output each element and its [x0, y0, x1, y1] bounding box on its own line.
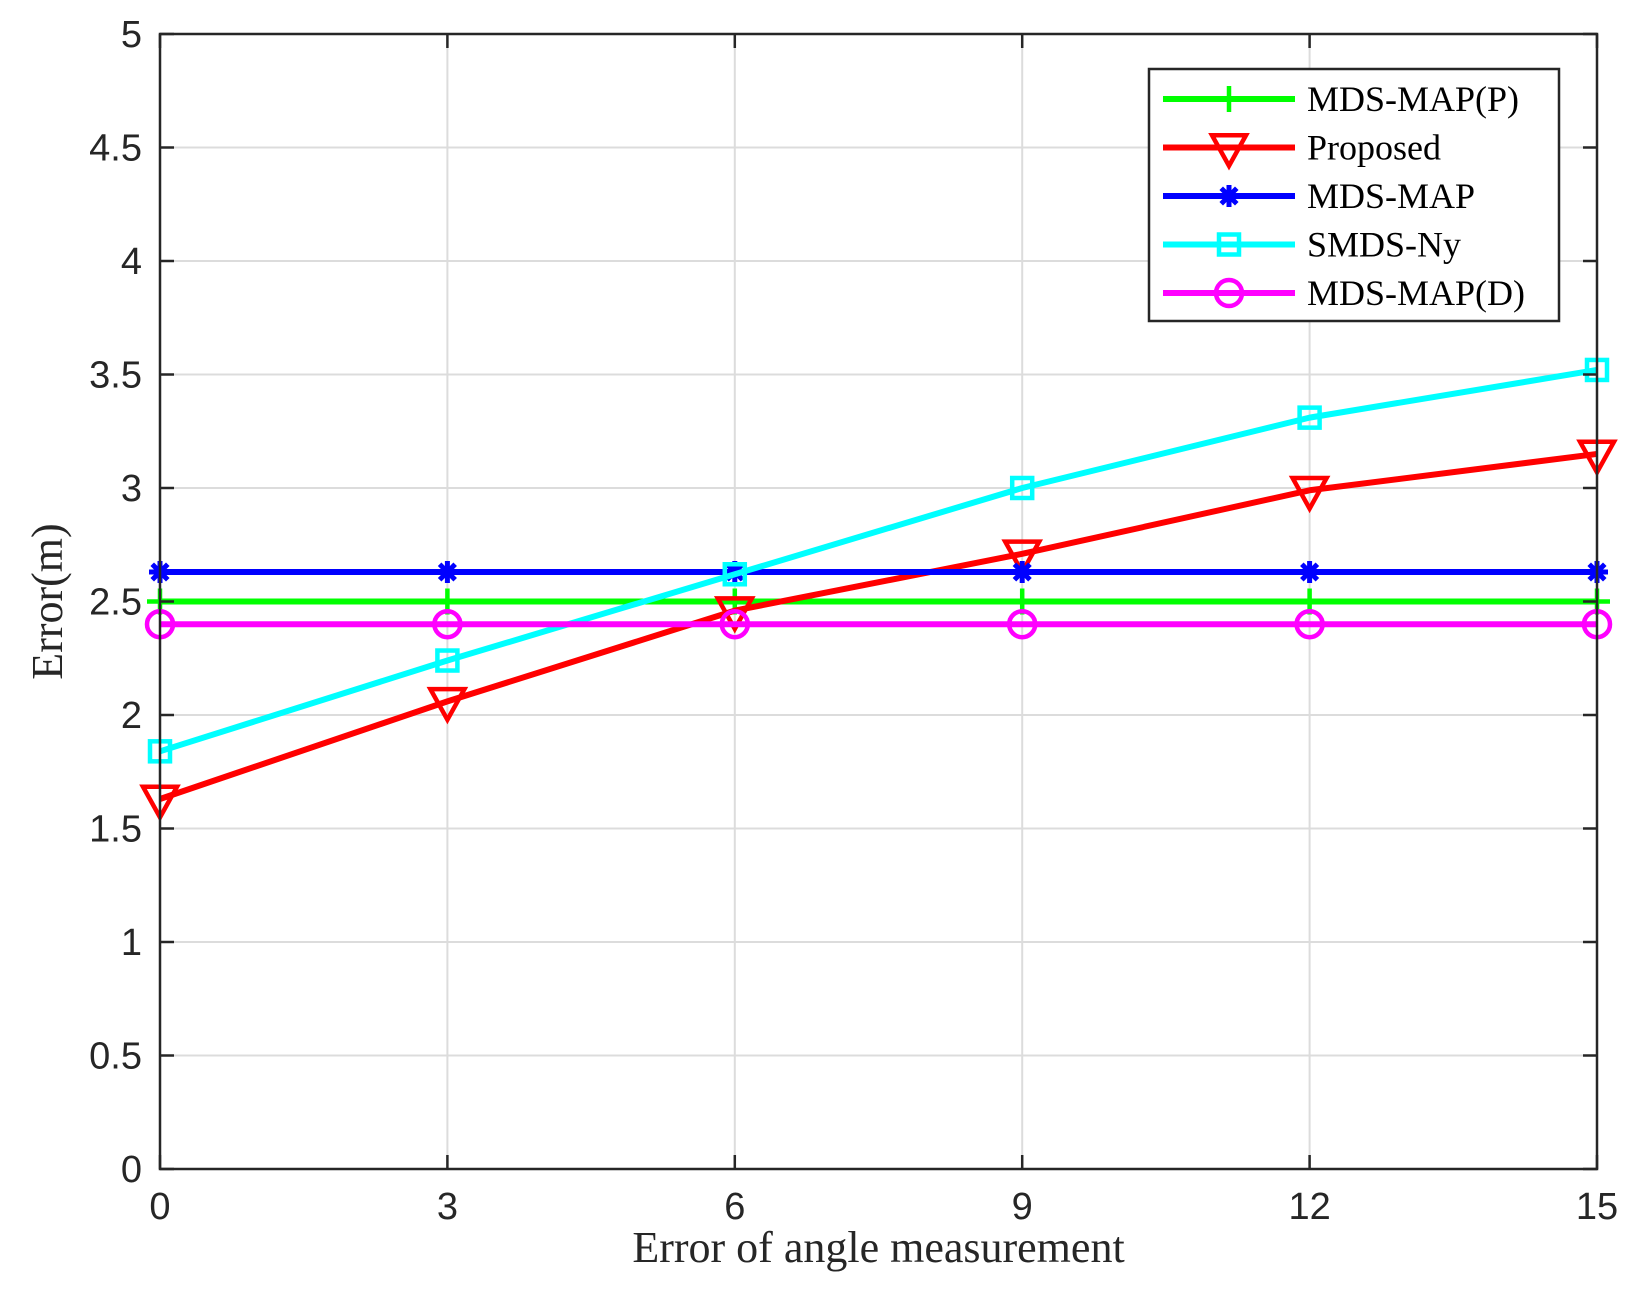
- legend-label: MDS-MAP(P): [1307, 79, 1519, 119]
- marker-asterisk-stroke: [1300, 562, 1320, 582]
- marker-square: [722, 562, 748, 587]
- x-tick-label: 12: [1288, 1186, 1330, 1228]
- data-point-mds-map-d: [432, 608, 463, 640]
- y-tick-label: 5: [121, 14, 142, 56]
- legend-marker: [1213, 277, 1245, 309]
- marker-square: [1216, 232, 1242, 257]
- legend-item-mds-map-d: MDS-MAP(D): [1163, 273, 1525, 313]
- marker-triangle: [1001, 539, 1044, 577]
- legend-label: MDS-MAP(D): [1307, 273, 1525, 313]
- y-tick-label: 2: [121, 695, 142, 737]
- marker-circle: [1006, 608, 1038, 640]
- y-tick-label: 1: [121, 922, 142, 964]
- y-tick-label: 0.5: [89, 1036, 142, 1078]
- tick-labels: 0 3 6 9 12 15 0 0.5 1 1.5 2 2.5 3 3.5 4 4.5 5: [89, 14, 1618, 1228]
- data-point-mds-map-d: [1006, 608, 1038, 640]
- legend-marker: [1216, 86, 1242, 112]
- data-point-mds-map: [1011, 560, 1034, 583]
- legend-marker: [1218, 185, 1240, 207]
- y-tick-label: 1.5: [89, 809, 142, 851]
- legend-marker: [1216, 232, 1242, 257]
- y-tick-label: 3: [121, 468, 142, 510]
- data-point-proposed: [1288, 475, 1331, 514]
- marker-asterisk-stroke: [1012, 562, 1032, 582]
- marker-circle: [1294, 608, 1325, 640]
- x-tick-label: 0: [149, 1186, 170, 1228]
- x-tick-label: 3: [437, 1186, 458, 1228]
- marker-asterisk-stroke: [437, 562, 457, 582]
- marker-square: [1297, 405, 1322, 430]
- y-tick-label: 4: [121, 241, 142, 283]
- legend-item-mds-map: MDS-MAP: [1163, 176, 1475, 216]
- y-tick-label: 3.5: [89, 355, 142, 397]
- series-layer: [139, 357, 1618, 822]
- marker-triangle: [426, 686, 469, 725]
- data-point-proposed: [426, 686, 469, 725]
- legend: MDS-MAP(P) Proposed MDS-MAP SMDS-Ny MDS-MAP(…: [1147, 67, 1561, 323]
- data-point-proposed: [1001, 539, 1044, 577]
- marker-circle: [432, 608, 463, 640]
- series-line-smds-ny: [159, 367, 1598, 755]
- legend-label: SMDS-Ny: [1307, 225, 1461, 265]
- data-point-mds-map: [436, 560, 459, 583]
- legend-item-mds-map-p: MDS-MAP(P): [1163, 79, 1519, 119]
- marker-triangle: [1288, 475, 1331, 514]
- data-point-smds-ny: [1009, 475, 1035, 501]
- y-tick-label: 0: [121, 1149, 142, 1191]
- data-point-mds-map-d: [719, 608, 751, 640]
- marker-square: [1009, 475, 1035, 501]
- data-point-smds-ny: [722, 562, 748, 587]
- marker-asterisk-stroke: [1219, 186, 1239, 206]
- x-tick-label: 15: [1576, 1186, 1618, 1228]
- data-point-smds-ny: [435, 648, 460, 673]
- x-axis-label: Error of angle measurement: [632, 1223, 1124, 1272]
- series-line-proposed: [159, 450, 1598, 802]
- legend-label: MDS-MAP: [1307, 176, 1475, 216]
- legend-item-proposed: Proposed: [1163, 128, 1441, 171]
- marker-square: [435, 648, 460, 673]
- legend-label: Proposed: [1307, 128, 1441, 168]
- x-tick-label: 6: [724, 1186, 745, 1228]
- legend-marker: [1208, 133, 1250, 171]
- y-tick-label: 2.5: [89, 582, 142, 624]
- y-axis-label: Error(m): [23, 523, 72, 679]
- marker-triangle: [1208, 133, 1250, 171]
- marker-circle: [719, 608, 751, 640]
- x-tick-label: 9: [1012, 1186, 1033, 1228]
- data-point-mds-map-d: [1294, 608, 1325, 640]
- marker-circle: [1213, 277, 1245, 309]
- data-point-smds-ny: [1297, 405, 1322, 430]
- y-tick-label: 4.5: [89, 128, 142, 170]
- legend-item-smds-ny: SMDS-Ny: [1163, 225, 1461, 265]
- tick-marks: [158, 32, 1599, 1171]
- data-point-mds-map: [1298, 560, 1321, 583]
